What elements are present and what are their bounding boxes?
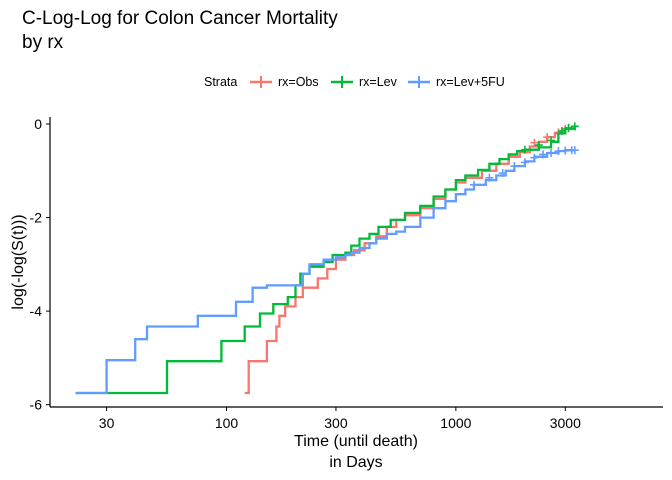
legend-label-lev5fu: rx=Lev+5FU [436,75,505,89]
series-lev-censor-mark [534,141,543,150]
series-lev-censor-mark [570,122,579,131]
series-lev5fu-censor-mark [530,153,539,162]
series-lev5fu [75,146,579,395]
tick-group: 30 100 300 1000 3000 0 -2 -4 -6 [30,116,582,431]
legend-label-obs: rx=Obs [278,75,319,89]
legend: Strata rx=Obs rx=Lev rx=Lev+5FU [204,75,505,89]
x-tick-label: 1000 [440,415,471,431]
legend-entry-lev5fu: rx=Lev+5FU [408,75,505,89]
series-obs-line [244,127,573,395]
series-lev5fu-censor-mark [547,149,556,158]
series-lev5fu-censor-mark [485,173,494,182]
x-axis-title-line-1: Time (until death) [294,433,418,450]
series-lev [75,122,579,395]
chart-title-line-1: C-Log-Log for Colon Cancer Mortality [22,8,338,29]
x-axis-title-line-2: in Days [329,454,382,471]
x-tick-label: 30 [99,415,115,431]
chart-title-line-2: by rx [22,32,64,53]
series-lev5fu-censor-mark [539,150,548,159]
series-obs-censor-mark [530,138,539,147]
series-lev5fu-censor-mark [498,169,507,178]
series-lev5fu-line [75,149,575,395]
series-lev-censor-mark [547,136,556,145]
y-tick-label: -6 [30,397,43,413]
x-tick-label: 100 [215,415,239,431]
series-lev5fu-censor-mark [570,146,579,155]
legend-title: Strata [204,75,237,89]
y-tick-label: 0 [34,116,42,132]
series-lev-censor-mark [520,145,529,154]
legend-entry-lev: rx=Lev [331,75,398,89]
series-lev5fu-censor-mark [554,147,563,156]
series-lev-censor-mark [564,123,573,132]
series-lev5fu-censor-mark [510,162,519,171]
series-lev-line [75,126,576,395]
x-tick-label: 300 [324,415,348,431]
series-obs [244,124,573,395]
series-lev-censor-mark [557,127,566,136]
y-axis-title: log(-log(S(t))) [10,214,27,309]
series-lev5fu-censor-mark [470,180,479,189]
y-tick-label: -2 [30,210,43,226]
legend-label-lev: rx=Lev [359,75,398,89]
x-tick-label: 3000 [550,415,581,431]
axes [49,117,663,408]
series-lev5fu-censor-mark [520,158,529,167]
y-tick-label: -4 [30,303,43,319]
legend-entry-obs: rx=Obs [250,75,319,89]
plot-area [75,122,579,395]
